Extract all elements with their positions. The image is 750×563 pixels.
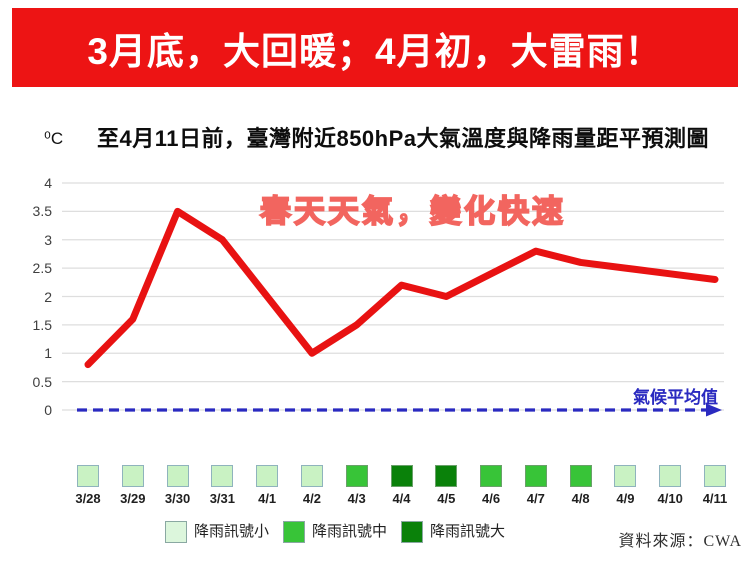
legend: 降雨訊號小 降雨訊號中 降雨訊號大 [165, 521, 505, 543]
temperature-line [84, 207, 719, 369]
date-label: 4/5 [437, 491, 456, 506]
rain-signal-square-medium [480, 465, 503, 487]
date-label: 4/1 [258, 491, 277, 506]
rain-signal-square-large [390, 465, 413, 487]
y-tick-label: 1.5 [32, 316, 52, 333]
legend-label-small: 降雨訊號小 [194, 523, 270, 540]
legend-item-large: 降雨訊號大 [401, 521, 505, 543]
rain-signal-square-small [256, 465, 279, 487]
date-label: 4/9 [616, 491, 635, 506]
date-label: 4/10 [657, 491, 683, 506]
banner-text: 3月底，大回暖；4月初，大雷雨！ [87, 30, 663, 72]
legend-swatch-medium [283, 521, 306, 543]
legend-swatch-small [165, 521, 187, 543]
source-label: 資料來源：CWA [618, 533, 742, 550]
legend-label-large: 降雨訊號大 [430, 523, 506, 540]
date-label: 3/28 [75, 491, 101, 506]
rain-signal-square-large [435, 465, 458, 487]
rain-signal-square-small [211, 465, 234, 487]
date-label: 4/6 [482, 491, 501, 506]
legend-swatch-large [401, 521, 424, 543]
legend-label-medium: 降雨訊號中 [312, 523, 388, 540]
date-label: 3/30 [164, 491, 191, 506]
chart-title: 至4月11日前，臺灣附近850hPa大氣溫度與降雨量距平預測圖 [96, 126, 710, 151]
watermark-text: 春天天氣，變化快速 [259, 193, 566, 230]
y-tick-label: 0 [44, 402, 52, 418]
rain-signal-square-small [704, 465, 726, 487]
climate-average-label: 氣候平均值 [633, 388, 718, 407]
date-label: 3/29 [120, 491, 146, 506]
legend-item-small: 降雨訊號小 [165, 521, 269, 543]
rain-signal-square-small [77, 465, 99, 487]
rain-signal-square-medium [524, 465, 547, 487]
y-tick-label: 3 [44, 231, 52, 248]
date-label: 4/2 [302, 491, 321, 506]
temp-unit-label: ⁰C [44, 129, 64, 148]
date-label: 3/31 [209, 491, 235, 506]
rain-signal-square-small [121, 465, 144, 487]
y-tick-label: 2.5 [32, 260, 52, 277]
date-label: 4/4 [392, 491, 411, 506]
date-label: 4/11 [702, 491, 728, 506]
rain-signal-square-small [614, 465, 637, 487]
rain-signal-square-small [166, 465, 189, 487]
title-row: ⁰C 至4月11日前，臺灣附近850hPa大氣溫度與降雨量距平預測圖 [0, 121, 750, 159]
rain-signal-square-small [659, 465, 682, 487]
legend-item-medium: 降雨訊號中 [283, 521, 387, 543]
y-tick-label: 2 [44, 288, 52, 305]
y-tick-label: 4 [44, 175, 52, 191]
rain-signal-square-medium [569, 465, 592, 487]
y-tick-label: 3.5 [32, 203, 52, 220]
date-label: 4/7 [526, 491, 545, 506]
date-label: 4/3 [347, 491, 366, 506]
banner: 3月底，大回暖；4月初，大雷雨！ [12, 8, 738, 87]
y-tick-label: 1 [44, 345, 52, 362]
date-label: 4/8 [571, 491, 590, 506]
y-tick-label: 0.5 [32, 373, 52, 390]
rain-signal-square-small [300, 465, 323, 487]
rain-signal-square-medium [345, 465, 368, 487]
